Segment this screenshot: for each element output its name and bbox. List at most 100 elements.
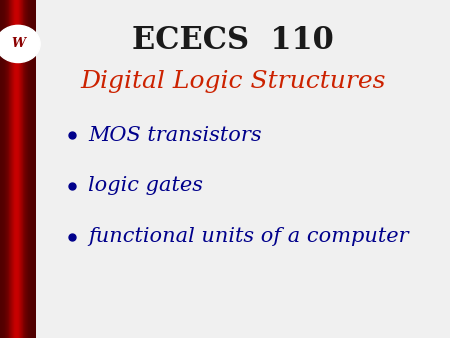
Bar [0, 11, 36, 17]
Bar [14, 0, 15, 338]
Bar [0, 28, 36, 34]
Bar [19, 0, 20, 338]
Bar [16, 0, 17, 338]
Text: functional units of a computer: functional units of a computer [88, 227, 409, 246]
Bar [9, 0, 10, 338]
Bar [25, 0, 26, 338]
Bar [0, 192, 36, 197]
Bar [0, 6, 36, 11]
Bar [21, 0, 22, 338]
Bar [18, 0, 19, 338]
Bar [0, 259, 36, 265]
Bar [0, 113, 36, 118]
Bar [0, 175, 36, 180]
Bar [0, 180, 36, 186]
Bar [6, 0, 7, 338]
Bar [12, 0, 13, 338]
Bar [0, 101, 36, 107]
Bar [0, 327, 36, 332]
Bar [0, 45, 36, 51]
Bar [3, 0, 4, 338]
Bar [0, 146, 36, 152]
Bar [0, 197, 36, 203]
Bar [0, 321, 36, 327]
Bar [0, 135, 36, 141]
Bar [2, 0, 3, 338]
Bar [5, 0, 6, 338]
Bar [26, 0, 27, 338]
Bar [13, 0, 14, 338]
Bar [0, 96, 36, 101]
Bar [0, 332, 36, 338]
Bar [0, 282, 36, 287]
Bar [0, 231, 36, 237]
Bar [0, 152, 36, 158]
Bar [0, 107, 36, 113]
Bar [0, 51, 36, 56]
Bar [0, 315, 36, 321]
Bar [24, 0, 25, 338]
Bar [0, 34, 36, 40]
Bar [0, 23, 36, 28]
Bar [0, 242, 36, 248]
Text: Digital Logic Structures: Digital Logic Structures [80, 70, 386, 93]
Bar [28, 0, 29, 338]
Bar [20, 0, 21, 338]
Bar [0, 163, 36, 169]
Bar [0, 209, 36, 214]
Bar [0, 265, 36, 270]
Bar [34, 0, 35, 338]
Bar [0, 220, 36, 225]
Bar [0, 84, 36, 90]
Bar [0, 73, 36, 79]
Bar [27, 0, 28, 338]
Bar [0, 0, 36, 6]
Circle shape [0, 25, 40, 63]
Bar [0, 248, 36, 254]
Bar [0, 203, 36, 209]
Bar [0, 214, 36, 220]
Bar [8, 0, 9, 338]
Bar [32, 0, 33, 338]
Text: W: W [11, 38, 25, 50]
Bar [7, 0, 8, 338]
Bar [0, 0, 1, 338]
Bar [0, 141, 36, 146]
Text: logic gates: logic gates [88, 176, 203, 195]
Bar [0, 270, 36, 276]
Bar [11, 0, 12, 338]
Bar [0, 237, 36, 242]
Bar [30, 0, 31, 338]
Bar [0, 254, 36, 259]
Bar [0, 118, 36, 124]
Bar [0, 169, 36, 175]
Bar [0, 158, 36, 163]
Bar [15, 0, 16, 338]
Bar [35, 0, 36, 338]
Bar [22, 0, 23, 338]
Bar [0, 298, 36, 304]
Bar [0, 40, 36, 45]
Bar [0, 68, 36, 73]
Bar [0, 186, 36, 192]
Bar [0, 62, 36, 68]
Bar [31, 0, 32, 338]
Bar [1, 0, 2, 338]
Bar [0, 129, 36, 135]
Bar [0, 79, 36, 84]
Bar [33, 0, 34, 338]
Bar [29, 0, 30, 338]
Bar [4, 0, 5, 338]
Bar [0, 304, 36, 310]
Bar [0, 225, 36, 231]
Bar [10, 0, 11, 338]
Bar [17, 0, 18, 338]
Bar [0, 287, 36, 293]
Bar [0, 310, 36, 315]
Bar [0, 276, 36, 282]
Bar [0, 124, 36, 129]
Bar [0, 293, 36, 298]
Bar [0, 17, 36, 23]
Bar [0, 56, 36, 62]
Bar [23, 0, 24, 338]
